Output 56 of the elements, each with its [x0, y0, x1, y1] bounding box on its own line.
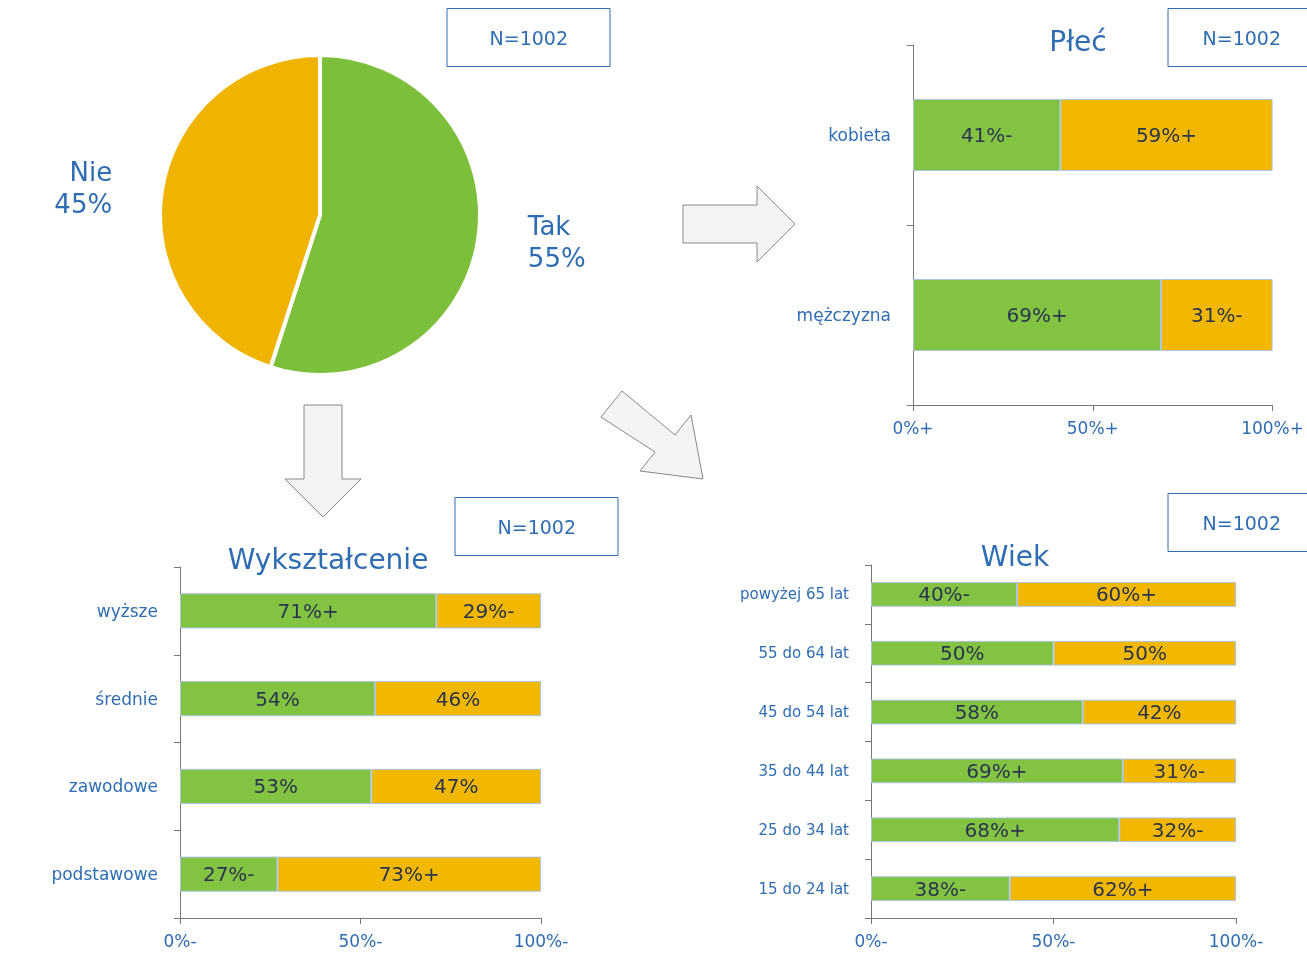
- y-tick-label: 55 do 64 lat: [758, 644, 850, 663]
- data-label: 53%: [253, 774, 298, 799]
- y-tick-label: 45 do 54 lat: [758, 703, 850, 722]
- y-tick-label: kobieta: [828, 125, 891, 145]
- x-tick-label: 50%+: [1066, 417, 1119, 438]
- data-label: 41%-: [960, 123, 1013, 147]
- data-label: 50%: [1122, 641, 1167, 666]
- y-tick-label: 25 do 34 lat: [758, 820, 850, 839]
- y-tick-label: mężczyzna: [796, 305, 891, 325]
- text: N=1002: [497, 515, 576, 538]
- data-label: 47%: [433, 774, 479, 799]
- data-label: 31%-: [1191, 303, 1243, 327]
- x-tick-label: 100%+: [1241, 417, 1305, 438]
- y-tick-label: wyższe: [96, 600, 158, 621]
- data-label: 54%: [255, 686, 300, 711]
- data-label: 29%-: [462, 598, 515, 623]
- x-tick-label: 0%-: [854, 930, 888, 951]
- y-tick-label: średnie: [95, 688, 158, 709]
- text: N=1002: [1202, 511, 1281, 534]
- x-tick-label: 50%-: [1031, 930, 1076, 951]
- y-tick-label: 35 do 44 lat: [758, 761, 850, 780]
- y-tick-label: podstawowe: [51, 864, 158, 885]
- y-tick-label: zawodowe: [68, 776, 158, 797]
- data-label: 68%+: [964, 817, 1026, 842]
- x-tick-label: 0%-: [163, 930, 197, 951]
- chart-title: Wykształcenie: [227, 542, 429, 576]
- data-label: 62%+: [1092, 876, 1154, 901]
- data-label: 32%-: [1151, 817, 1204, 842]
- x-tick-label: 0%+: [892, 417, 934, 438]
- data-label: 31%-: [1153, 758, 1206, 783]
- data-label: 73%+: [378, 862, 440, 887]
- data-label: 69%+: [966, 758, 1028, 783]
- chart-title: Płeć: [1049, 24, 1107, 58]
- chart-title: Wiek: [980, 539, 1050, 573]
- data-label: 27%-: [202, 862, 255, 887]
- slice-label: Tak: [526, 211, 571, 242]
- data-label: 71%+: [277, 598, 339, 623]
- data-label: 50%: [940, 641, 985, 666]
- data-label: 55%: [527, 243, 586, 274]
- slice-label: Nie: [69, 156, 113, 187]
- data-label: 69%+: [1006, 303, 1068, 327]
- annotation: N=1002: [1202, 26, 1281, 49]
- x-tick-label: 100%-: [513, 930, 569, 951]
- data-label: 59%+: [1135, 123, 1198, 147]
- data-label: 45%: [54, 188, 113, 219]
- x-tick-label: 100%-: [1208, 930, 1264, 951]
- y-tick-label: powyżej 65 lat: [740, 585, 850, 604]
- y-tick-label: 15 do 24 lat: [758, 879, 850, 898]
- text: N=1002: [489, 26, 568, 49]
- x-tick-label: 50%-: [338, 930, 383, 951]
- data-label: 40%-: [918, 582, 970, 607]
- data-label: 60%+: [1095, 582, 1158, 607]
- data-label: 38%-: [914, 876, 967, 901]
- data-label: 46%: [435, 686, 481, 711]
- data-label: 42%: [1137, 700, 1182, 725]
- data-label: 58%: [954, 700, 1000, 725]
